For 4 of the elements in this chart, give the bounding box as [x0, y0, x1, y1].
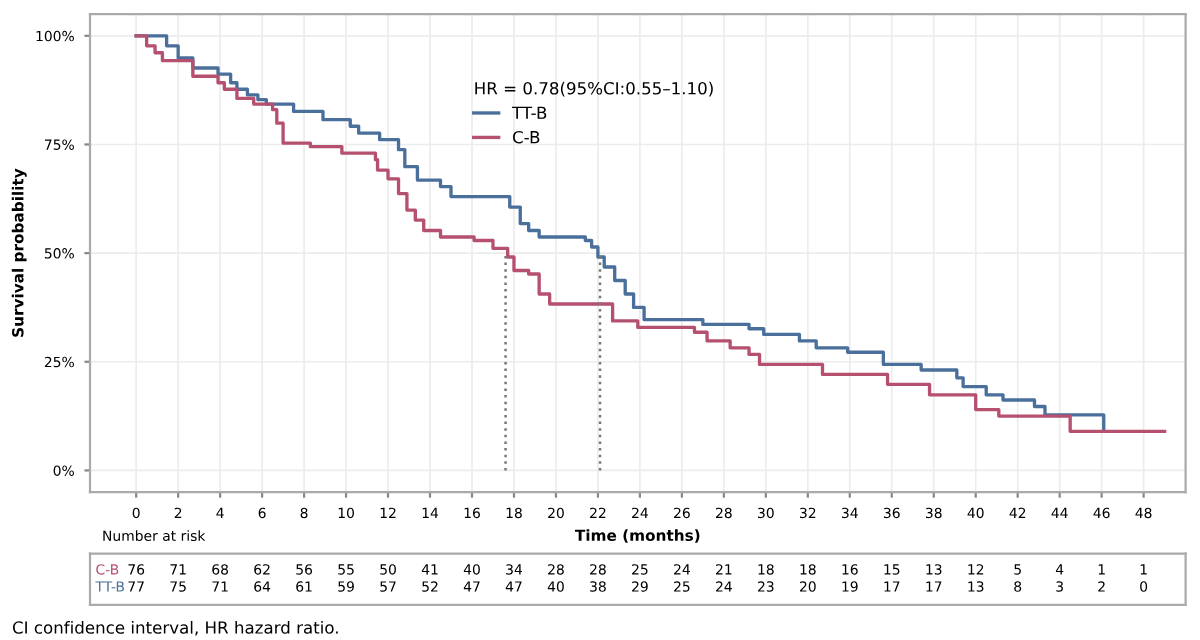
legend-title: HR = 0.78(95%CI:0.55–1.10): [475, 81, 713, 97]
legend-label: TT-B: [511, 106, 547, 119]
text: CI confidence interval, HR hazard ratio.: [12, 620, 338, 636]
legend-label: C-B: [512, 130, 540, 144]
